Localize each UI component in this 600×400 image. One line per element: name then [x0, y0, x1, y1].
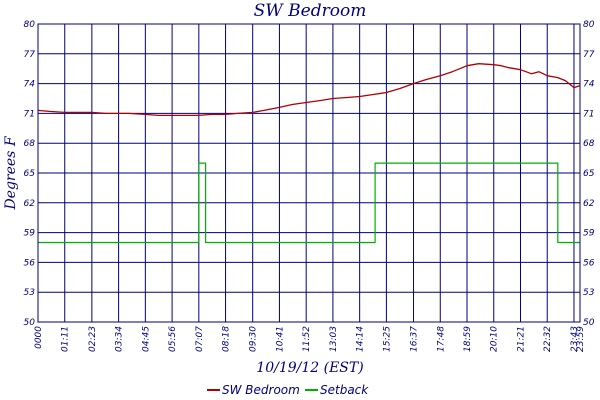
x-tick-label: 14:14 — [356, 326, 366, 352]
y-tick-label-right: 62 — [583, 199, 595, 209]
x-tick-label: 23:59 — [576, 326, 586, 352]
y-tick-label-right: 77 — [583, 50, 595, 60]
y-tick-label-right: 50 — [583, 318, 595, 328]
y-tick-label-right: 80 — [583, 20, 595, 30]
y-tick-label-right: 68 — [583, 139, 595, 149]
y-tick-label-right: 59 — [583, 229, 595, 239]
legend-label-setback: Setback — [320, 383, 369, 397]
x-tick-label: 09:30 — [249, 326, 259, 352]
y-tick-label: 65 — [24, 169, 36, 179]
x-tick-label: 03:34 — [115, 326, 125, 352]
x-tick-label: 08:18 — [222, 326, 232, 352]
x-tick-label: 23:43 — [570, 326, 580, 352]
y-tick-label-right: 53 — [583, 288, 595, 298]
series-line-sw-bedroom — [37, 63, 581, 117]
y-tick-label-right: 74 — [583, 80, 595, 90]
y-tick-label: 74 — [24, 80, 36, 90]
series-group — [37, 63, 581, 244]
y-tick-label-right: 65 — [583, 169, 595, 179]
x-tick-label: 16:37 — [410, 326, 420, 352]
x-tick-label: 04:45 — [141, 326, 151, 352]
x-tick-label: 02:23 — [88, 326, 98, 352]
x-tick-label: 20:10 — [490, 326, 500, 352]
legend: SW Bedroom Setback — [207, 383, 369, 397]
x-axis: 0000 01:11 02:23 03:34 04:45 05:56 07:07 08:18 0… — [34, 326, 586, 352]
y-tick-label: 59 — [24, 229, 36, 239]
y-tick-label-right: 71 — [583, 109, 594, 119]
x-tick-label: 0000 — [34, 326, 44, 349]
x-tick-label: 18:59 — [463, 326, 473, 352]
x-tick-label: 07:07 — [195, 326, 205, 352]
y-tick-label: 56 — [24, 258, 36, 268]
y-tick-label: 53 — [24, 288, 36, 298]
chart-title: SW Bedroom — [254, 1, 367, 21]
y-axis-right: 80 77 74 71 68 65 62 59 56 53 50 — [583, 20, 595, 328]
y-tick-label: 71 — [24, 109, 35, 119]
x-tick-label: 15:25 — [382, 326, 392, 352]
x-tick-label: 13:03 — [329, 326, 339, 352]
x-tick-label: 11:52 — [302, 326, 312, 352]
y-tick-label: 77 — [24, 50, 36, 60]
plot-frame — [37, 23, 581, 323]
x-tick-label: 05:56 — [168, 326, 178, 352]
x-tick-label: 17:48 — [436, 326, 446, 352]
x-tick-label: 10:41 — [275, 326, 285, 352]
x-tick-label: 22:32 — [543, 326, 553, 352]
y-tick-label: 68 — [24, 139, 36, 149]
x-tick-label: 01:11 — [61, 326, 71, 352]
x-tick-label: 21:21 — [516, 326, 526, 352]
y-tick-label: 80 — [24, 20, 36, 30]
y-axis-label: Degrees F — [3, 135, 19, 210]
series-line-setback — [38, 162, 580, 244]
y-tick-label-right: 56 — [583, 258, 595, 268]
legend-label-sw-bedroom: SW Bedroom — [222, 383, 300, 397]
y-tick-label: 62 — [24, 199, 36, 209]
y-axis-left: 80 77 74 71 68 65 62 59 56 53 50 — [24, 20, 36, 328]
y-tick-label: 50 — [24, 318, 36, 328]
x-axis-label: 10/19/12 (EST) — [256, 360, 363, 376]
